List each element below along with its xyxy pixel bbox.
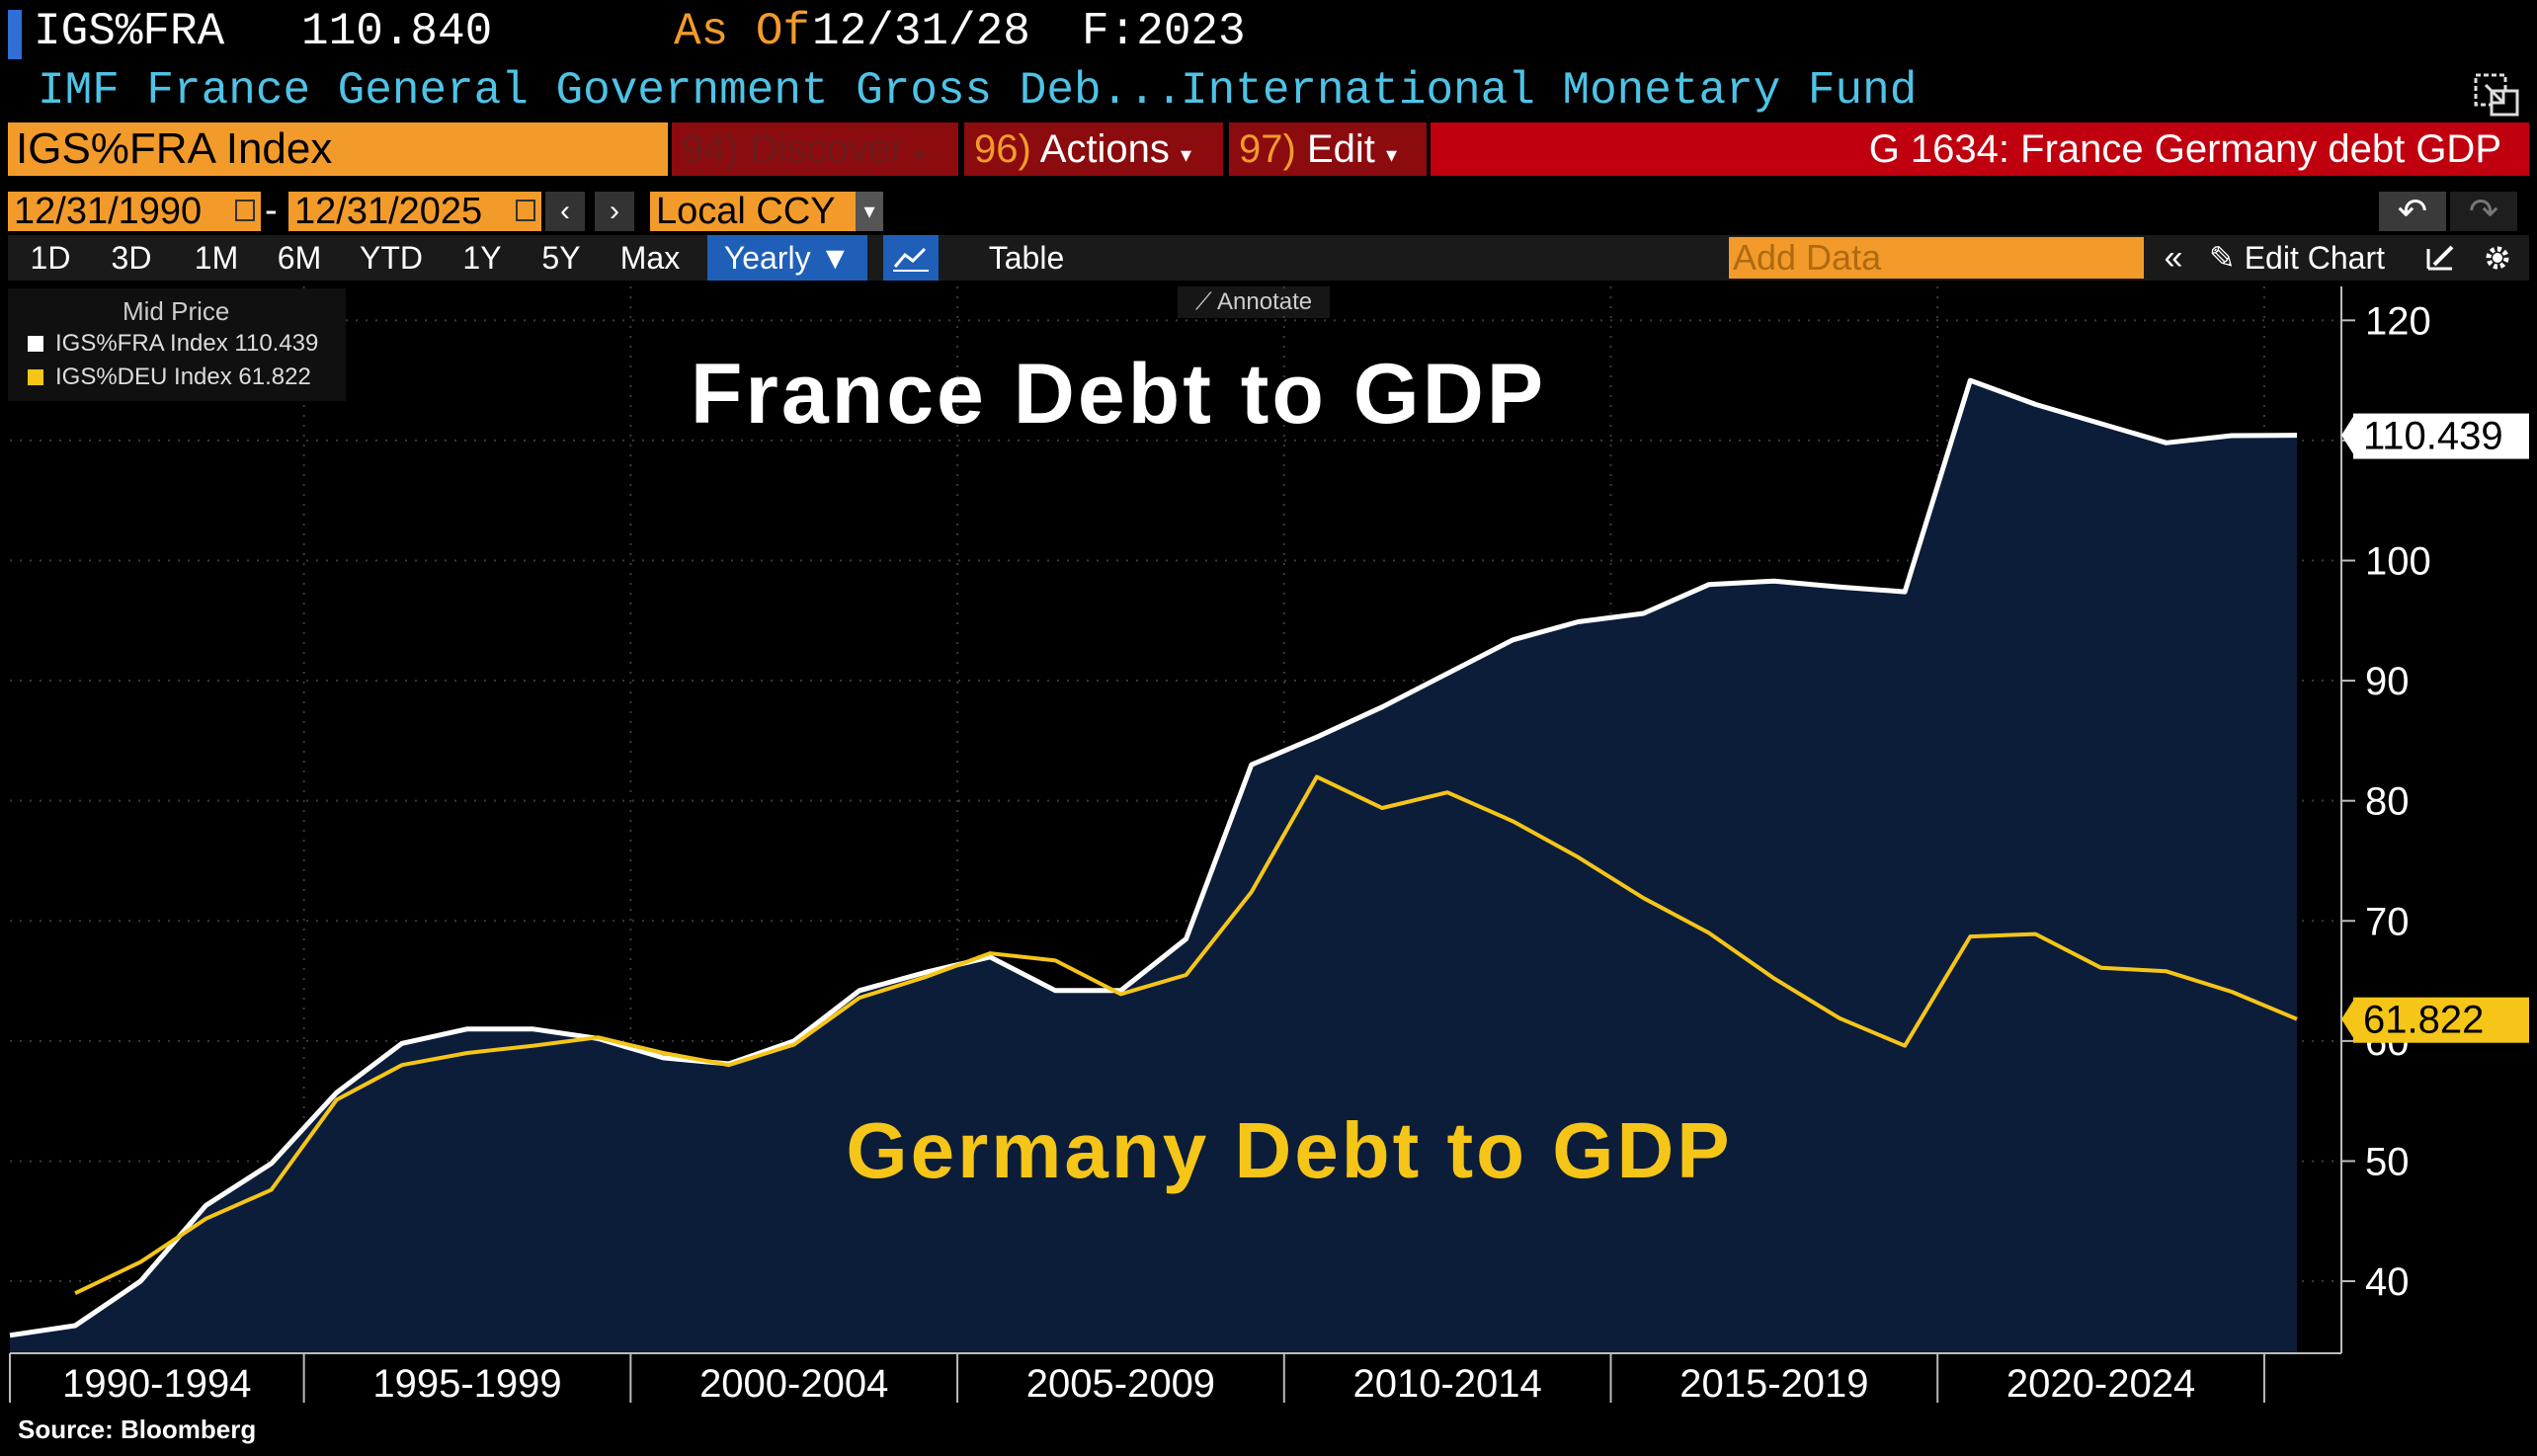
y-tick-label: 100 — [2365, 540, 2431, 584]
x-tick-label: 1990-1994 — [62, 1362, 251, 1406]
legend-title: Mid Price — [123, 296, 230, 326]
period-5y-button[interactable]: 5Y — [541, 240, 581, 276]
period-1y-button[interactable]: 1Y — [462, 240, 502, 276]
range-separator: - — [265, 190, 278, 231]
x-tick-label: 2005-2009 — [1026, 1362, 1215, 1406]
france-last-pointer — [2341, 413, 2355, 457]
undo-icon[interactable]: ↶ — [2379, 192, 2446, 231]
source-note: Source: Bloomberg — [18, 1415, 257, 1444]
legend-item-france[interactable]: IGS%FRA Index 110.439 — [55, 330, 319, 357]
y-tick-label: 40 — [2365, 1260, 2410, 1304]
france-last-value: 110.439 — [2363, 415, 2503, 458]
germany-annotation: Germany Debt to GDP — [846, 1106, 1732, 1194]
period-1d-button[interactable]: 1D — [30, 240, 71, 276]
gear-icon[interactable] — [2478, 235, 2517, 281]
actions-menu-button[interactable]: 96) Actions ▾ — [964, 122, 1223, 176]
period-1m-button[interactable]: 1M — [194, 240, 239, 276]
x-tick-label: 1995-1999 — [372, 1362, 561, 1406]
period-3d-button[interactable]: 3D — [111, 240, 152, 276]
y-tick-label: 90 — [2365, 660, 2410, 703]
redo-icon[interactable]: ↷ — [2450, 192, 2517, 231]
france-area-fill — [10, 380, 2297, 1354]
popout-icon[interactable] — [2470, 69, 2523, 119]
discover-label: Discover — [749, 127, 904, 171]
period-ytd-button[interactable]: YTD — [360, 240, 423, 276]
x-tick-label: 2010-2014 — [1352, 1362, 1541, 1406]
germany-last-value: 61.822 — [2363, 999, 2484, 1042]
x-tick-label: 2000-2004 — [699, 1362, 888, 1406]
france-annotation: France Debt to GDP — [691, 347, 1546, 442]
ticker-symbol: IGS%FRA — [34, 6, 225, 57]
y-tick-label: 70 — [2365, 900, 2410, 943]
x-axis: 1990-1994 1995-1999 2000-2004 2005-2009 2010… — [9, 1352, 2341, 1406]
edit-menu-button[interactable]: 97) Edit ▾ — [1229, 122, 1427, 176]
chart-settings-icon[interactable] — [2422, 235, 2462, 281]
annotate-pencil-icon: ⟋ — [1194, 288, 1212, 315]
discover-number: 94) — [682, 127, 739, 171]
france-last-box — [2353, 413, 2529, 459]
data-source-name: International Monetary Fund — [1181, 65, 1918, 117]
security-input[interactable]: IGS%FRA Index — [8, 122, 668, 176]
y-tick-label: 80 — [2365, 780, 2410, 824]
line-chart-icon[interactable] — [883, 235, 939, 281]
chart-title: G 1634: France Germany debt GDP — [1431, 122, 2529, 176]
end-date-value: 12/31/2025 — [294, 191, 483, 232]
start-date-value: 12/31/1990 — [14, 191, 203, 232]
table-button[interactable]: Table — [988, 240, 1065, 276]
annotate-label: Annotate — [1217, 288, 1313, 315]
edit-number: 97) — [1239, 127, 1296, 171]
chevron-down-icon: ▾ — [1386, 142, 1398, 167]
chevron-down-icon[interactable]: ▾ — [856, 192, 883, 231]
collapse-icon[interactable]: « — [2164, 239, 2183, 277]
legend-item-germany[interactable]: IGS%DEU Index 61.822 — [55, 364, 311, 390]
last-value-labels: 110.439 61.822 — [2341, 413, 2529, 1043]
edit-label: Edit — [1306, 127, 1375, 171]
france-series-line — [9, 377, 2298, 1338]
x-tick-label: 2020-2024 — [2006, 1362, 2195, 1406]
chevron-left-icon[interactable]: ‹ — [545, 192, 585, 231]
germany-last-pointer — [2341, 997, 2355, 1041]
edit-chart-label: Edit Chart — [2244, 240, 2385, 276]
add-data-input[interactable]: Add Data — [1729, 237, 2144, 279]
chevron-down-icon: ▾ — [1181, 142, 1192, 167]
forecast-year: F:2023 — [1082, 6, 1246, 57]
legend-swatch-france — [28, 336, 43, 352]
legend-swatch-germany — [28, 369, 43, 385]
chevron-right-icon[interactable]: › — [595, 192, 634, 231]
asof-date: 12/31/28 — [812, 6, 1030, 57]
asof-label: As Of — [674, 6, 811, 57]
end-date-field[interactable]: 12/31/2025 — [288, 192, 541, 231]
chart-legend — [8, 288, 346, 401]
actions-number: 96) — [974, 127, 1031, 171]
chevron-down-icon: ▾ — [914, 142, 926, 167]
calendar-icon[interactable] — [235, 200, 255, 221]
currency-select[interactable]: Local CCY — [650, 192, 883, 231]
period-6m-button[interactable]: 6M — [277, 240, 322, 276]
x-tick-label: 2015-2019 — [1679, 1362, 1868, 1406]
discover-menu-button[interactable]: 94) Discover ▾ — [672, 122, 958, 176]
pencil-icon: ✎ — [2209, 240, 2236, 276]
start-date-field[interactable]: 12/31/1990 — [8, 192, 261, 231]
actions-label: Actions — [1039, 127, 1170, 171]
period-max-button[interactable]: Max — [619, 240, 681, 276]
frequency-select[interactable]: Yearly ▼ — [707, 235, 867, 281]
edit-chart-button[interactable]: ✎ Edit Chart — [2209, 235, 2407, 281]
security-description: IMF France General Government Gross Deb.… — [38, 65, 1184, 117]
calendar-icon[interactable] — [516, 200, 535, 221]
ticker-color-marker — [8, 10, 22, 59]
last-price: 110.840 — [301, 6, 493, 57]
y-tick-label: 120 — [2365, 299, 2431, 343]
annotate-button[interactable]: ⟋ Annotate — [1178, 286, 1330, 318]
y-tick-label: 50 — [2365, 1140, 2410, 1183]
germany-series-line — [74, 774, 2298, 1296]
germany-last-box — [2353, 997, 2529, 1043]
